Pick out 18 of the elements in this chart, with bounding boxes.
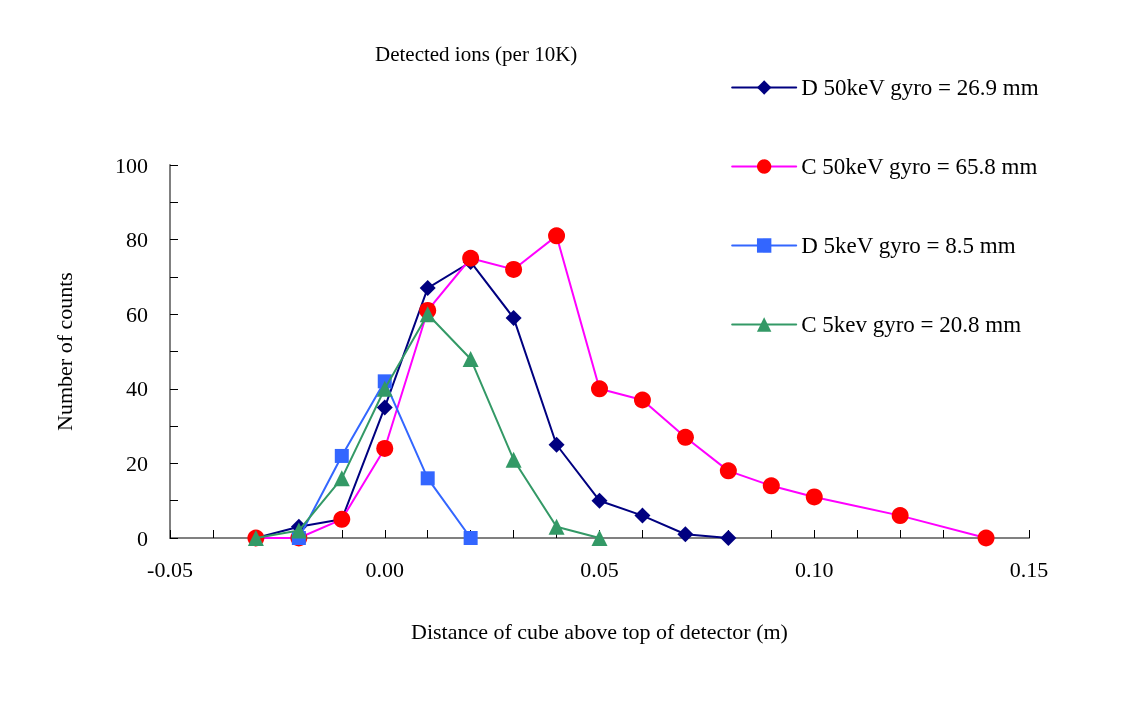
y-tick-label: 80 bbox=[126, 227, 148, 253]
y-tick-label: 100 bbox=[115, 152, 148, 178]
legend-label: C 5kev gyro = 20.8 mm bbox=[801, 312, 1022, 337]
y-tick-label: 60 bbox=[126, 301, 148, 327]
x-tick-label: 0.00 bbox=[365, 556, 404, 582]
x-tick-label: 0.10 bbox=[795, 556, 834, 582]
y-tick-label: 0 bbox=[137, 525, 148, 551]
legend-label: C 50keV gyro = 65.8 mm bbox=[801, 154, 1038, 179]
y-axis-title: Number of counts bbox=[51, 272, 77, 431]
x-tick-label: 0.15 bbox=[1009, 556, 1049, 582]
x-axis-title: Distance of cube above top of detector (m) bbox=[411, 618, 788, 644]
x-tick-label: 0.05 bbox=[580, 556, 619, 582]
legend-label: D 50keV gyro = 26.9 mm bbox=[801, 75, 1039, 100]
y-tick-label: 20 bbox=[126, 450, 148, 476]
y-tick-label: 40 bbox=[126, 376, 148, 402]
x-tick-label: -0.05 bbox=[147, 556, 193, 582]
chart-title: Detected ions (per 10K) bbox=[375, 41, 578, 66]
legend-label: D 5keV gyro = 8.5 mm bbox=[801, 233, 1016, 258]
